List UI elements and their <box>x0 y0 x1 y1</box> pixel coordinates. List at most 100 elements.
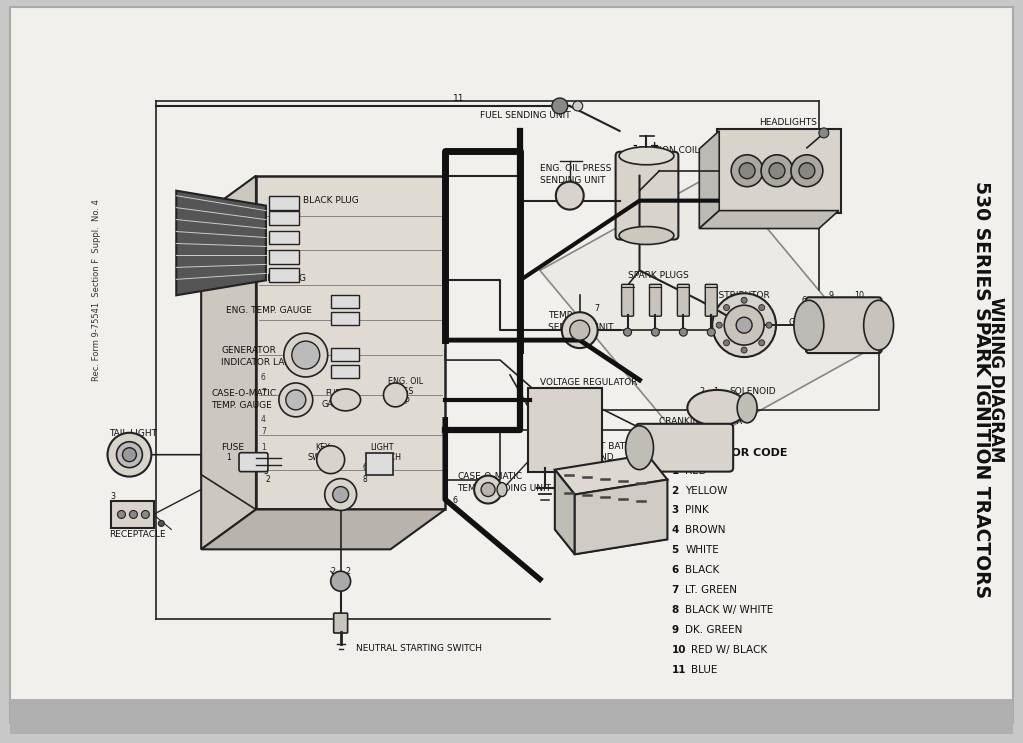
Circle shape <box>759 340 765 345</box>
Text: BLACK PLUG: BLACK PLUG <box>303 196 358 205</box>
Text: 7: 7 <box>671 585 679 595</box>
Text: 6: 6 <box>618 155 623 163</box>
FancyBboxPatch shape <box>528 388 602 472</box>
FancyBboxPatch shape <box>269 210 299 224</box>
Circle shape <box>573 101 583 111</box>
Text: 10: 10 <box>854 291 863 299</box>
Text: 2: 2 <box>266 475 271 484</box>
Text: -: - <box>632 141 637 151</box>
FancyBboxPatch shape <box>269 230 299 244</box>
FancyBboxPatch shape <box>365 452 394 475</box>
Text: NEUTRAL STARTING SWITCH: NEUTRAL STARTING SWITCH <box>356 644 482 653</box>
Text: SWITCH: SWITCH <box>307 453 339 462</box>
Circle shape <box>741 297 747 303</box>
Text: 5: 5 <box>671 545 678 555</box>
Circle shape <box>769 163 785 179</box>
FancyBboxPatch shape <box>677 285 690 317</box>
Text: 530 SERIES SPARK IGNITION TRACTORS: 530 SERIES SPARK IGNITION TRACTORS <box>972 181 990 599</box>
Text: SOLENOID: SOLENOID <box>729 387 775 397</box>
Text: 7: 7 <box>594 304 599 313</box>
FancyBboxPatch shape <box>616 152 678 239</box>
FancyBboxPatch shape <box>330 348 359 361</box>
Text: BLACK: BLACK <box>685 565 719 575</box>
Text: PINK: PINK <box>685 505 709 516</box>
Text: GENERATOR: GENERATOR <box>221 345 276 354</box>
Text: SENDING UNIT: SENDING UNIT <box>540 176 606 185</box>
Polygon shape <box>202 176 256 549</box>
Circle shape <box>130 510 137 519</box>
Text: 6: 6 <box>671 565 678 575</box>
Text: 5: 5 <box>333 297 339 306</box>
Polygon shape <box>176 191 266 295</box>
Ellipse shape <box>687 390 747 426</box>
Text: VOLTAGE REGULATOR: VOLTAGE REGULATOR <box>540 378 637 387</box>
Circle shape <box>766 322 772 328</box>
Text: LIGHT: LIGHT <box>370 444 394 452</box>
Text: 8: 8 <box>375 463 381 472</box>
Text: 4: 4 <box>272 271 277 280</box>
Text: 1: 1 <box>226 453 231 462</box>
Text: 8: 8 <box>671 605 678 615</box>
Circle shape <box>740 163 755 179</box>
FancyBboxPatch shape <box>269 195 299 210</box>
Text: TEMP. GAUGE: TEMP. GAUGE <box>211 401 272 410</box>
Text: CRANKING MOTOR: CRANKING MOTOR <box>660 418 743 426</box>
Polygon shape <box>540 171 869 450</box>
Text: WIRE COLOR CODE: WIRE COLOR CODE <box>671 448 788 458</box>
FancyBboxPatch shape <box>269 268 299 282</box>
Circle shape <box>283 333 327 377</box>
Circle shape <box>724 305 764 345</box>
FancyBboxPatch shape <box>635 424 733 472</box>
Text: 6: 6 <box>362 463 367 472</box>
Circle shape <box>117 442 142 467</box>
Circle shape <box>624 328 631 336</box>
Text: +: + <box>573 189 582 198</box>
Text: 10: 10 <box>671 645 685 655</box>
Circle shape <box>799 163 815 179</box>
FancyBboxPatch shape <box>269 250 299 265</box>
FancyBboxPatch shape <box>622 285 633 317</box>
Circle shape <box>562 312 597 348</box>
Ellipse shape <box>619 227 674 244</box>
Circle shape <box>723 305 729 311</box>
Circle shape <box>107 432 151 476</box>
Text: GENERATOR: GENERATOR <box>789 318 844 327</box>
FancyBboxPatch shape <box>806 297 882 353</box>
Text: 4: 4 <box>671 525 679 536</box>
Text: GAUGE: GAUGE <box>321 400 350 409</box>
Text: 6: 6 <box>452 496 457 505</box>
Text: ENG. OIL: ENG. OIL <box>389 377 424 386</box>
Text: +: + <box>642 452 655 467</box>
Text: -: - <box>566 189 570 198</box>
Circle shape <box>123 448 136 461</box>
Text: B: B <box>537 431 542 441</box>
Circle shape <box>707 328 715 336</box>
Circle shape <box>279 383 313 417</box>
FancyBboxPatch shape <box>717 129 841 212</box>
Circle shape <box>551 98 568 114</box>
Text: ENG. OIL PRESS: ENG. OIL PRESS <box>540 164 612 173</box>
Text: 8: 8 <box>362 475 367 484</box>
Text: 4: 4 <box>565 406 570 415</box>
Text: BLUE: BLUE <box>692 665 718 675</box>
Circle shape <box>679 328 687 336</box>
Circle shape <box>555 182 584 210</box>
Text: F: F <box>537 413 541 422</box>
Circle shape <box>384 383 407 407</box>
Text: 2: 2 <box>330 567 336 576</box>
Text: KEY: KEY <box>315 444 330 452</box>
Text: 2: 2 <box>671 486 678 496</box>
Circle shape <box>723 340 729 345</box>
Text: FUEL: FUEL <box>325 389 346 398</box>
Circle shape <box>474 476 502 504</box>
Text: BROWN: BROWN <box>685 525 726 536</box>
Circle shape <box>570 320 589 340</box>
Text: SPARK PLUGS: SPARK PLUGS <box>627 271 688 280</box>
Circle shape <box>716 322 722 328</box>
Circle shape <box>285 390 306 410</box>
FancyBboxPatch shape <box>330 365 359 378</box>
Circle shape <box>712 293 776 357</box>
Text: 2: 2 <box>346 567 351 576</box>
Text: RECEPTACLE: RECEPTACLE <box>109 530 166 539</box>
Polygon shape <box>575 479 667 554</box>
